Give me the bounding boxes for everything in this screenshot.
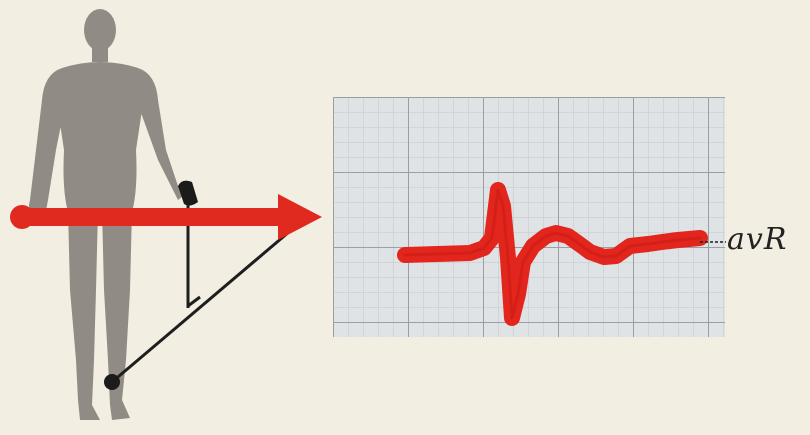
electrode-clip-icon (104, 180, 198, 390)
human-figure-icon (28, 9, 188, 420)
ecg-chart-paper (333, 97, 725, 337)
lead-label: avR (727, 222, 788, 257)
ecg-trace (397, 182, 708, 326)
electrode-wires (111, 200, 297, 384)
lead-vector-arrow-icon (10, 194, 322, 240)
